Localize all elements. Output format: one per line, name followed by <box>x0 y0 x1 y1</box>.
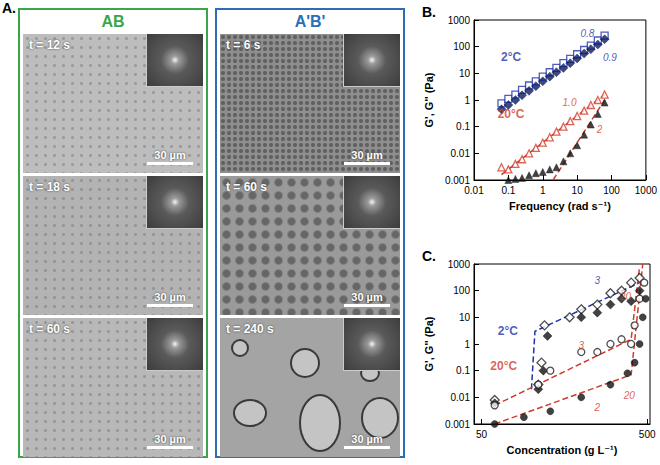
html-text:30 µm: 30 µm <box>351 291 383 303</box>
html-text:t = 60 s: t = 60 s <box>226 180 267 194</box>
svg-text:0.001: 0.001 <box>445 419 470 430</box>
html-text:30 µm: 30 µm <box>351 149 383 161</box>
svg-text:0.8: 0.8 <box>581 28 595 39</box>
svg-text:C.: C. <box>422 248 436 264</box>
html-text:t = 240 s: t = 240 s <box>226 322 274 336</box>
svg-text:20: 20 <box>623 390 636 401</box>
svg-text:1000: 1000 <box>635 185 658 196</box>
html-text:30 µm: 30 µm <box>154 433 186 445</box>
svg-text:1.0: 1.0 <box>563 97 577 108</box>
svg-text:1: 1 <box>464 339 470 350</box>
svg-text:0.01: 0.01 <box>451 148 471 159</box>
html-text:t = 18 s: t = 18 s <box>29 180 70 194</box>
svg-text:10: 10 <box>572 185 584 196</box>
svg-text:B.: B. <box>422 4 436 20</box>
svg-text:1000: 1000 <box>448 259 471 270</box>
html-text:A'B': A'B' <box>294 13 326 30</box>
svg-text:500: 500 <box>639 429 656 440</box>
svg-text:1000: 1000 <box>448 15 471 26</box>
svg-text:Frequency (rad s⁻¹): Frequency (rad s⁻¹) <box>509 200 611 212</box>
svg-text:3: 3 <box>595 275 601 286</box>
html-text:30 µm: 30 µm <box>154 149 186 161</box>
svg-text:10: 10 <box>459 68 471 79</box>
html-text:t = 6 s: t = 6 s <box>226 38 261 52</box>
svg-text:0.1: 0.1 <box>456 121 470 132</box>
svg-text:1: 1 <box>540 185 546 196</box>
svg-text:0.01: 0.01 <box>451 392 471 403</box>
svg-text:100: 100 <box>603 185 620 196</box>
svg-text:Concentration (g L⁻¹): Concentration (g L⁻¹) <box>507 444 618 456</box>
html-text:t = 60 s: t = 60 s <box>29 322 70 336</box>
svg-text:20°C: 20°C <box>490 359 517 373</box>
html-text:A.: A. <box>2 0 16 16</box>
svg-text:20: 20 <box>619 291 632 302</box>
svg-text:100: 100 <box>453 285 470 296</box>
svg-text:1: 1 <box>464 95 470 106</box>
html-text:AB: AB <box>101 13 125 30</box>
svg-text:100: 100 <box>453 41 470 52</box>
svg-text:0.1: 0.1 <box>501 185 515 196</box>
svg-text:0.01: 0.01 <box>464 185 484 196</box>
svg-text:G', G'' (Pa): G', G'' (Pa) <box>423 316 435 371</box>
html-text:t = 12 s: t = 12 s <box>29 38 70 52</box>
svg-text:0.9: 0.9 <box>603 52 617 63</box>
html-text:30 µm: 30 µm <box>154 291 186 303</box>
svg-text:50: 50 <box>476 429 488 440</box>
svg-text:0.001: 0.001 <box>445 174 470 186</box>
html-text:30 µm: 30 µm <box>351 433 383 445</box>
svg-text:2: 2 <box>596 124 603 135</box>
svg-text:20°C: 20°C <box>498 107 525 121</box>
svg-text:G', G'' (Pa): G', G'' (Pa) <box>423 72 435 127</box>
svg-text:3: 3 <box>578 340 584 351</box>
svg-text:2: 2 <box>594 402 601 413</box>
svg-text:2°C: 2°C <box>501 50 521 64</box>
svg-text:0.1: 0.1 <box>456 365 470 376</box>
svg-text:2°C: 2°C <box>498 324 518 338</box>
svg-text:10: 10 <box>459 312 471 323</box>
